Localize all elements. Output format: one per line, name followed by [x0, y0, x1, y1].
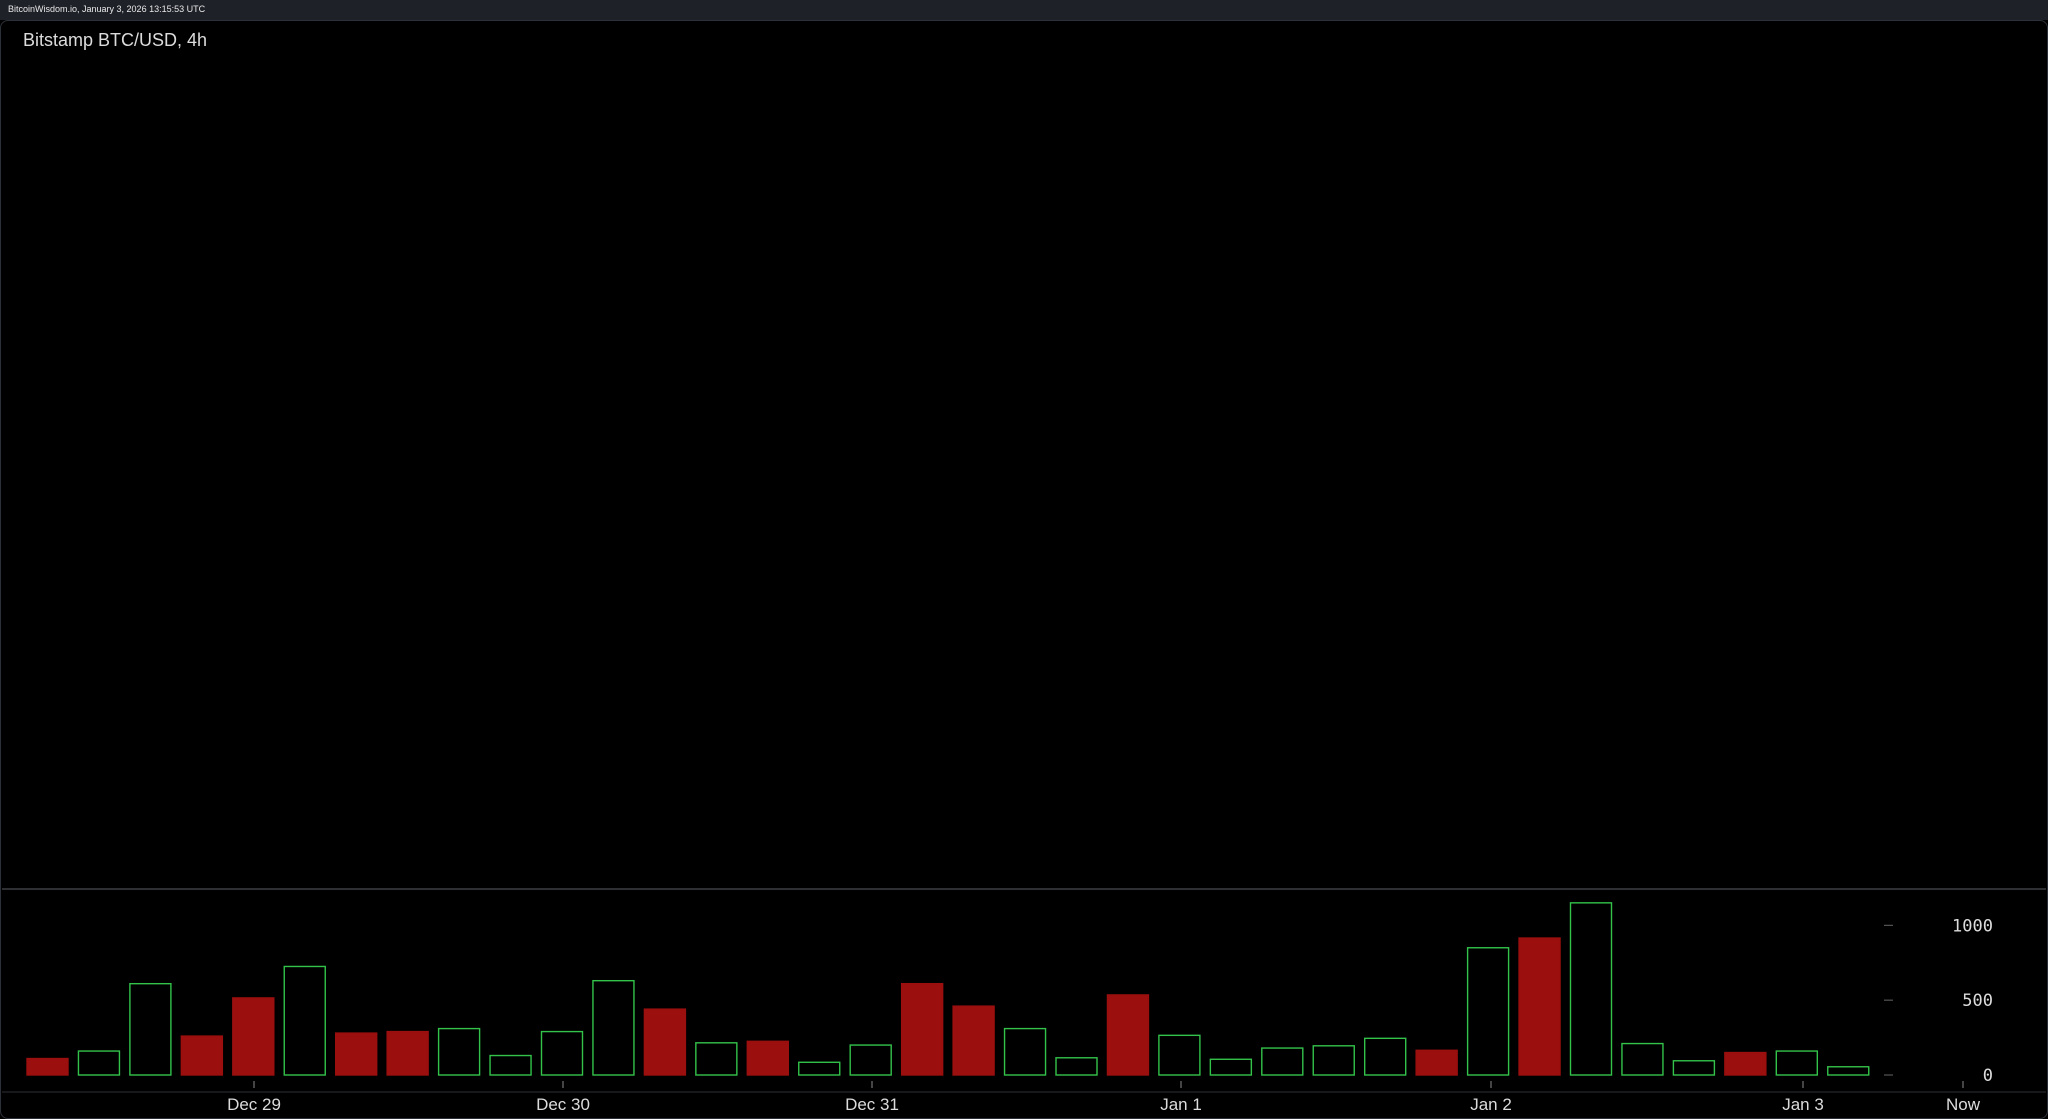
watermark-text: BitcoinWisdom.io, January 3, 2026 13:15:… [8, 4, 206, 14]
volume-bar [1466, 947, 1510, 1076]
volume-bar [695, 1042, 738, 1076]
volume-bar [900, 982, 944, 1076]
time-axis: Dec 29 Dec 30 Dec 31 Jan 1 Jan 2 Jan 3 Now [227, 1081, 1981, 1114]
volume-bar [1415, 1049, 1458, 1076]
volume-bar [1312, 1045, 1355, 1076]
chart-title: Bitstamp BTC/USD, 4h [23, 30, 208, 50]
volume-bar [1055, 1057, 1098, 1076]
volume-bar [1621, 1042, 1664, 1076]
volume-bar [232, 997, 275, 1076]
time-tick-label: Dec 31 [845, 1095, 899, 1114]
chart-frame [0, 20, 2048, 1119]
time-tick-label: Now [1946, 1095, 1981, 1114]
volume-bar [1363, 1037, 1407, 1076]
volume-tick-label: 0 [1983, 1066, 1993, 1086]
volume-bar [1003, 1027, 1047, 1076]
volume-bar [26, 1057, 69, 1076]
volume-series [26, 902, 1870, 1076]
volume-bar [592, 979, 635, 1076]
volume-bar [798, 1061, 841, 1076]
volume-bar [77, 1050, 121, 1076]
volume-bar [1261, 1047, 1304, 1076]
volume-tick-label: 500 [1962, 991, 1993, 1011]
volume-bar [1827, 1066, 1870, 1076]
top-bar: BitcoinWisdom.io, January 3, 2026 13:15:… [0, 0, 2048, 20]
volume-bar [283, 965, 326, 1076]
time-tick-label: Dec 30 [536, 1095, 590, 1114]
volume-tick-label: 1000 [1952, 916, 1993, 936]
volume-bar [437, 1027, 481, 1076]
volume-bar [489, 1054, 532, 1076]
volume-bar [643, 1008, 687, 1076]
volume-bar [1672, 1060, 1716, 1076]
volume-bar [952, 1005, 995, 1076]
volume-bar [1209, 1058, 1253, 1076]
volume-bar [540, 1030, 584, 1076]
volume-bar [1518, 937, 1561, 1076]
time-tick-label: Jan 3 [1782, 1095, 1824, 1114]
time-tick-label: Dec 29 [227, 1095, 281, 1114]
volume-axis: 0 500 1000 [1884, 916, 1993, 1086]
chart-grid [2, 888, 2046, 1093]
volume-bar [1158, 1034, 1201, 1076]
volume-bar [1775, 1050, 1819, 1076]
volume-bar [1569, 902, 1613, 1076]
volume-bar [335, 1032, 378, 1076]
time-tick-label: Jan 1 [1160, 1095, 1202, 1114]
volume-bar [1724, 1051, 1767, 1076]
volume-bar [386, 1030, 429, 1076]
volume-bar [180, 1035, 224, 1076]
volume-bar [746, 1040, 789, 1076]
volume-bar [1106, 994, 1150, 1076]
volume-bar [129, 982, 172, 1076]
time-tick-label: Jan 2 [1470, 1095, 1512, 1114]
volume-bar [849, 1044, 892, 1076]
